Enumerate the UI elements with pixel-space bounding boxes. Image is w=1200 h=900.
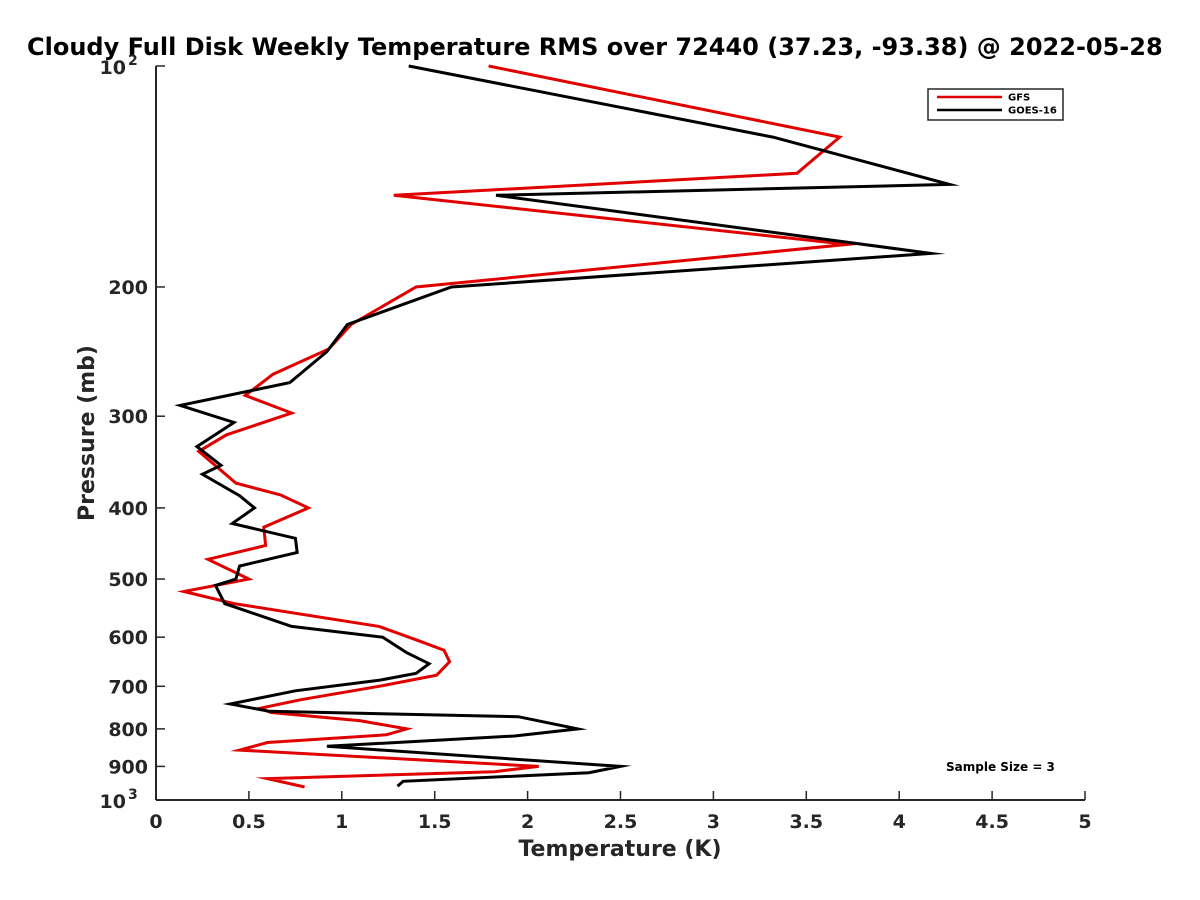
y-tick-label: 400 bbox=[108, 498, 148, 520]
x-tick-label: 5 bbox=[1078, 811, 1091, 833]
y-tick-label-exponent: 2 bbox=[128, 53, 138, 69]
x-tick-label: 1 bbox=[335, 811, 348, 833]
legend: GFS GOES-16 bbox=[927, 88, 1064, 121]
y-tick-label: 600 bbox=[108, 627, 148, 649]
legend-label-gfs: GFS bbox=[1008, 93, 1030, 104]
y-tick-label-base: 10 bbox=[100, 791, 126, 813]
x-tick-label: 4 bbox=[893, 811, 906, 833]
x-tick-label: 3 bbox=[707, 811, 720, 833]
x-ticks: 0 0.5 1 1.5 2 2.5 3 3.5 4 4.5 5 bbox=[149, 791, 1092, 833]
y-axis-label: Pressure (mb) bbox=[75, 345, 100, 521]
x-tick-label: 0 bbox=[149, 811, 162, 833]
chart-title: Cloudy Full Disk Weekly Temperature RMS … bbox=[27, 33, 1163, 61]
legend-label-goes-16: GOES-16 bbox=[1008, 106, 1057, 117]
x-tick-label: 0.5 bbox=[232, 811, 266, 833]
sample-size-annotation: Sample Size = 3 bbox=[946, 760, 1055, 774]
legend-box bbox=[927, 88, 1064, 121]
y-tick-label-exponent: 3 bbox=[128, 787, 138, 803]
y-tick-label: 800 bbox=[108, 719, 148, 741]
plot-area: 0 0.5 1 1.5 2 2.5 3 3.5 4 4.5 5 10 2200300400500600… bbox=[100, 53, 1092, 833]
series-lines bbox=[174, 64, 960, 789]
y-tick-label: 700 bbox=[108, 676, 148, 698]
x-tick-label: 4.5 bbox=[975, 811, 1009, 833]
x-tick-label: 1.5 bbox=[418, 811, 452, 833]
x-tick-label: 2.5 bbox=[604, 811, 638, 833]
series-line-gfs bbox=[176, 64, 862, 789]
series-line-goes-16 bbox=[174, 64, 960, 788]
x-axis-label: Temperature (K) bbox=[518, 837, 721, 862]
y-tick-label: 300 bbox=[108, 406, 148, 428]
x-tick-label: 2 bbox=[521, 811, 534, 833]
y-tick-label: 200 bbox=[108, 277, 148, 299]
y-tick-label: 500 bbox=[108, 569, 148, 591]
x-tick-label: 3.5 bbox=[789, 811, 823, 833]
y-tick-label-base: 10 bbox=[100, 57, 126, 79]
y-tick-label: 900 bbox=[108, 756, 148, 778]
